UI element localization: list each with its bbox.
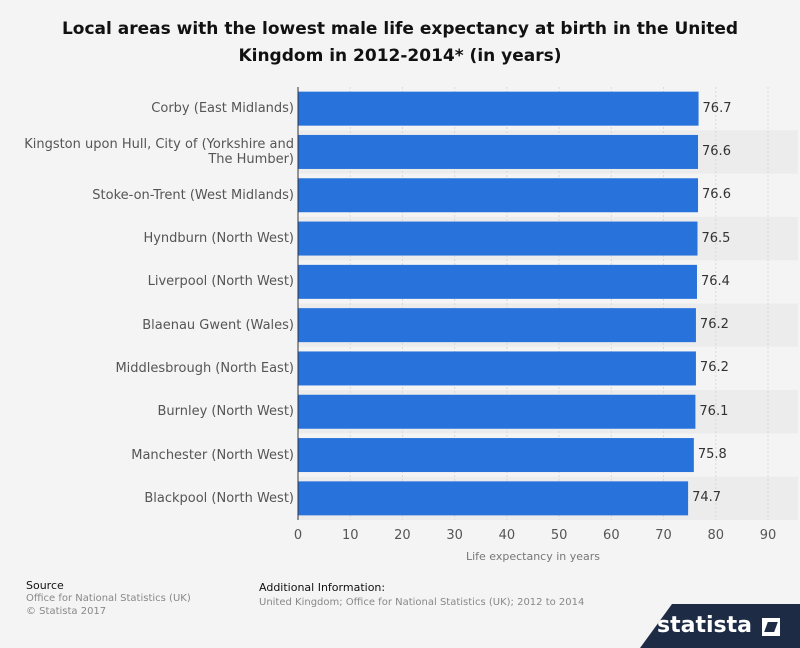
category-label: Middlesbrough (North East)	[115, 360, 294, 376]
x-tick-label: 80	[707, 528, 725, 543]
source-heading: Source	[26, 579, 64, 592]
source-text[interactable]: Office for National Statistics (UK)	[26, 593, 191, 604]
category-label: Burnley (North West)	[157, 404, 294, 420]
bars	[298, 91, 699, 516]
value-label: 76.2	[699, 317, 729, 333]
x-tick-label: 90	[759, 528, 777, 543]
value-label: 75.8	[697, 447, 727, 463]
additional-info-text: United Kingdom; Office for National Stat…	[259, 597, 585, 608]
category-label: Manchester (North West)	[131, 447, 294, 463]
x-tick-label: 10	[341, 528, 359, 543]
category-label: Blackpool (North West)	[144, 490, 294, 506]
copyright-text: © Statista 2017	[26, 606, 107, 617]
x-axis-label: Life expectancy in years	[465, 550, 601, 563]
category-label: Liverpool (North West)	[147, 274, 294, 290]
bar[interactable]	[298, 178, 699, 213]
bar[interactable]	[298, 134, 699, 169]
additional-info-heading: Additional Information:	[259, 581, 386, 594]
bar[interactable]	[298, 394, 696, 429]
category-label: Blaenau Gwent (Wales)	[142, 317, 294, 333]
category-label: Corby (East Midlands)	[151, 101, 294, 117]
bar[interactable]	[298, 438, 694, 473]
bar[interactable]	[298, 264, 697, 299]
brand-mark-icon	[762, 618, 780, 636]
x-tick-label: 60	[603, 528, 620, 543]
x-tick-label: 70	[655, 528, 672, 543]
category-label: Kingston upon Hull, City of (Yorkshire a…	[24, 136, 294, 167]
bar[interactable]	[298, 91, 699, 126]
value-label: 76.6	[702, 187, 731, 203]
value-label: 74.7	[692, 490, 722, 506]
statista-logo[interactable]: statista	[640, 604, 800, 648]
bar[interactable]	[298, 308, 696, 343]
value-label: 76.6	[702, 143, 731, 159]
x-tick-label: 40	[498, 528, 516, 543]
chart-title: Local areas with the lowest male life ex…	[61, 19, 739, 66]
x-tick-label: 30	[446, 528, 463, 543]
brand-name: statista	[657, 613, 752, 638]
value-label: 76.5	[701, 230, 731, 246]
category-label: Stoke-on-Trent (West Midlands)	[92, 187, 294, 203]
x-tick-label: 50	[550, 528, 568, 543]
bar[interactable]	[298, 481, 689, 516]
value-label: 76.4	[700, 273, 730, 289]
x-tick-label: 20	[394, 528, 411, 543]
value-label: 76.2	[699, 360, 729, 376]
value-label: 76.1	[699, 403, 729, 419]
bar[interactable]	[298, 221, 698, 256]
bar[interactable]	[298, 351, 696, 386]
x-tick-label: 0	[293, 528, 303, 543]
category-label: Hyndburn (North West)	[143, 231, 294, 247]
value-label: 76.7	[702, 100, 732, 116]
